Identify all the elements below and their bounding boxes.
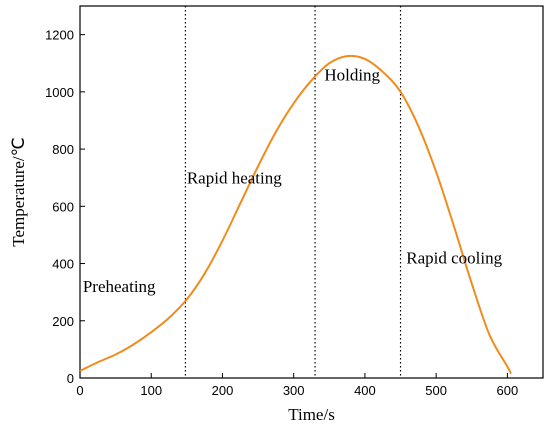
temperature-line <box>79 54 512 375</box>
plot-frame <box>79 5 544 379</box>
x-tick-label: 300 <box>283 383 305 398</box>
y-tick-label: 600 <box>52 199 74 214</box>
y-tick-label: 400 <box>52 257 74 272</box>
x-tick-label: 100 <box>140 383 162 398</box>
y-tick-label: 1200 <box>45 28 74 43</box>
temperature-curve <box>79 54 512 375</box>
y-axis-label: Temperature/℃ <box>9 137 28 246</box>
x-axis-ticks: 0 100 200 300 400 500 600 <box>76 373 518 398</box>
y-tick-label: 0 <box>67 371 74 386</box>
plot-border <box>79 5 544 379</box>
phase-label: Holding <box>324 65 380 84</box>
x-tick-label: 0 <box>76 383 83 398</box>
x-tick-label: 400 <box>354 383 376 398</box>
x-axis-label: Time/s <box>288 405 335 424</box>
x-tick-label: 600 <box>497 383 519 398</box>
y-axis-ticks: 0 200 400 600 800 1000 1200 <box>45 28 85 386</box>
x-tick-label: 200 <box>212 383 234 398</box>
phase-labels: Preheating Rapid heating Holding Rapid cool… <box>83 65 503 296</box>
phase-label: Preheating <box>83 277 156 296</box>
phase-label: Rapid cooling <box>406 249 502 268</box>
y-tick-label: 800 <box>52 142 74 157</box>
y-tick-label: 200 <box>52 314 74 329</box>
x-tick-label: 500 <box>425 383 447 398</box>
phase-label: Rapid heating <box>187 168 282 187</box>
y-tick-label: 1000 <box>45 85 74 100</box>
